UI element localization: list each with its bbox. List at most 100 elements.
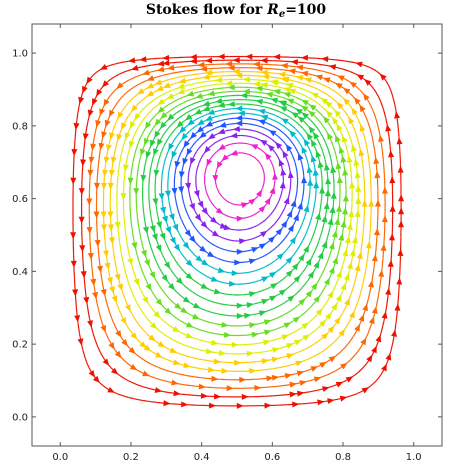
streamline-segment	[152, 139, 155, 142]
flow-arrowhead	[264, 402, 272, 409]
streamline-segment	[384, 115, 387, 119]
streamline-segment	[322, 70, 326, 73]
streamline-segment	[350, 93, 352, 96]
streamline-segment	[358, 294, 361, 298]
streamline-segment	[335, 354, 338, 357]
streamline-segment	[201, 349, 205, 352]
streamline-segment	[358, 120, 361, 124]
streamline-segment	[310, 318, 314, 322]
flow-arrowhead	[115, 330, 122, 338]
streamline-segment	[110, 342, 112, 345]
streamline-segment	[150, 77, 154, 80]
flow-arrowhead	[149, 271, 156, 279]
streamline-segment	[161, 379, 164, 382]
streamline-segment	[342, 346, 347, 350]
streamline-segment	[323, 266, 326, 270]
streamline-segment	[178, 373, 182, 376]
streamline-segment	[191, 326, 195, 329]
streamline-segment	[101, 138, 103, 142]
streamline-segment	[123, 120, 127, 124]
streamline-segment	[317, 389, 321, 391]
streamline-segment	[340, 117, 343, 122]
streamline-segment	[378, 72, 381, 75]
streamline-segment	[178, 293, 181, 296]
streamline-segment	[279, 96, 282, 98]
streamline-segment	[133, 85, 137, 88]
streamline-segment	[183, 322, 186, 324]
streamline-segment	[138, 399, 142, 401]
flow-arrowhead	[342, 207, 348, 215]
streamline-segment	[145, 316, 148, 319]
streamline-segment	[350, 138, 352, 142]
streamline-segment	[368, 102, 372, 106]
streamline-segment	[351, 255, 354, 259]
streamline-segment	[347, 80, 350, 83]
streamline-segment	[128, 112, 132, 116]
streamline-segment	[153, 115, 156, 118]
streamline-segment	[345, 126, 348, 129]
streamline-segment	[193, 357, 197, 360]
streamline-segment	[351, 123, 354, 127]
flow-arrowhead	[199, 65, 208, 72]
streamline-segment	[92, 333, 95, 337]
streamline-segment	[292, 320, 295, 323]
flow-arrowhead	[214, 393, 222, 400]
flow-arrowhead	[154, 79, 163, 85]
flow-arrowhead	[207, 366, 216, 373]
streamline-segment	[201, 339, 205, 342]
flow-arrowhead	[371, 254, 378, 262]
flow-arrowhead	[288, 88, 296, 95]
streamline-segment	[103, 289, 105, 293]
flow-arrowhead	[354, 209, 361, 218]
streamline-segment	[282, 82, 286, 85]
streamline-segment	[150, 99, 155, 103]
streamline-segment	[158, 87, 162, 91]
streamline-segment	[186, 84, 190, 87]
streamline-segment	[324, 317, 328, 321]
flow-arrowhead	[348, 116, 355, 125]
streamline-segment	[153, 364, 157, 368]
streamline-segment	[121, 338, 124, 341]
streamline-segment	[269, 349, 273, 352]
streamline-segment	[158, 342, 161, 345]
streamline-segment	[130, 397, 134, 400]
streamline-segment	[113, 125, 116, 129]
streamline-segment	[393, 102, 396, 106]
flow-arrowhead	[389, 233, 395, 241]
streamline-segment	[145, 258, 148, 262]
streamline-segment	[159, 286, 162, 289]
flow-arrowhead	[382, 186, 388, 194]
streamline-segment	[302, 82, 306, 85]
streamline-segment	[312, 68, 316, 71]
flow-arrowhead	[162, 60, 170, 66]
streamline-segment	[297, 351, 300, 354]
streamline-segment	[179, 294, 182, 297]
flow-arrowhead	[231, 341, 239, 348]
streamline-segment	[102, 357, 106, 361]
streamline-segment	[369, 83, 372, 86]
streamline-segment	[107, 80, 109, 83]
streamline-segment	[316, 117, 319, 120]
streamline-segment	[314, 341, 319, 344]
streamline-segment	[145, 280, 148, 283]
streamline-segment	[331, 128, 334, 131]
streamline-segment	[178, 342, 182, 345]
streamline-segment	[352, 333, 356, 337]
streamline-segment	[132, 159, 135, 163]
streamline-segment	[144, 315, 147, 318]
flow-arrowhead	[129, 121, 136, 129]
streamline-segment	[372, 382, 375, 385]
streamline-segment	[150, 128, 154, 132]
streamline-segment	[289, 94, 293, 97]
streamline-segment	[122, 263, 125, 267]
streamline-segment	[140, 81, 144, 84]
streamline-segment	[318, 294, 321, 298]
streamline-segment	[279, 326, 283, 329]
flow-arrowhead	[183, 362, 191, 369]
streamline-segment	[320, 70, 323, 72]
streamline-segment	[324, 118, 328, 122]
streamline-segment	[163, 320, 167, 324]
flow-arrowhead	[278, 71, 286, 78]
streamline-segment	[307, 90, 311, 93]
streamline-segment	[322, 115, 326, 119]
